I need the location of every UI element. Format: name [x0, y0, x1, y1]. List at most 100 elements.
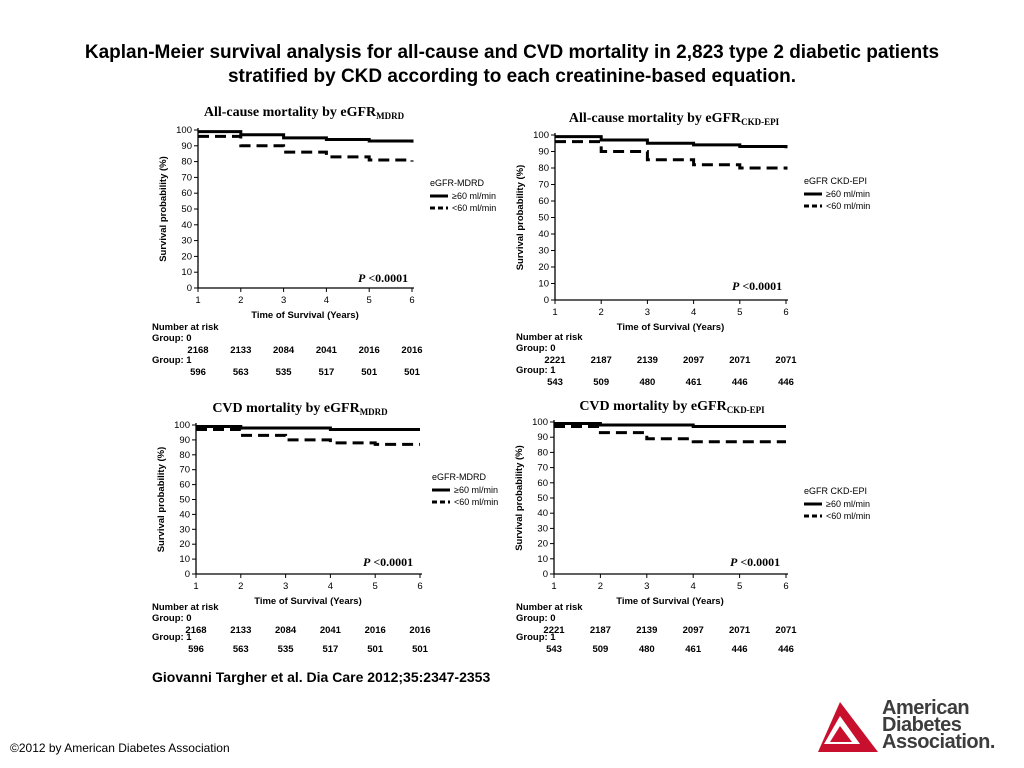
legend-label: <60 ml/min: [452, 203, 496, 213]
y-tick-label: 40: [538, 229, 549, 240]
x-axis-label: Time of Survival (Years): [617, 322, 725, 333]
risk-value: 535: [278, 644, 295, 655]
y-tick-label: 50: [181, 204, 192, 215]
risk-value: 446: [732, 377, 748, 388]
risk-value: 480: [639, 644, 655, 655]
y-tick-label: 40: [181, 220, 192, 231]
risk-table-heading: Number at risk: [516, 602, 583, 613]
slide-title: Kaplan-Meier survival analysis for all-c…: [20, 41, 1004, 89]
risk-value: 501: [367, 644, 384, 655]
risk-value: 2221: [543, 625, 565, 636]
y-tick-label: 30: [537, 523, 548, 534]
risk-value: 446: [778, 377, 794, 388]
y-tick-label: 30: [181, 236, 192, 247]
series-line-ge60: [196, 424, 420, 431]
y-tick-label: 50: [179, 495, 190, 506]
risk-value: 2084: [273, 345, 295, 356]
risk-value: 2016: [409, 625, 430, 636]
risk-value: 543: [547, 377, 563, 388]
x-axis-label: Time of Survival (Years): [616, 596, 724, 607]
y-tick-label: 50: [538, 213, 549, 224]
series-line-ge60: [198, 130, 414, 143]
y-tick-label: 90: [181, 141, 192, 152]
legend-label: ≥60 ml/min: [826, 499, 870, 509]
x-tick-label: 3: [283, 581, 288, 592]
y-tick-label: 10: [537, 554, 548, 565]
risk-value: 2041: [320, 625, 342, 636]
y-tick-label: 20: [179, 539, 190, 550]
risk-value: 501: [361, 367, 378, 378]
risk-group-label: Group: 0: [516, 613, 556, 624]
risk-group-label: Group: 1: [516, 632, 556, 643]
ada-logo: American Diabetes Association.: [818, 697, 1018, 755]
x-tick-label: 1: [552, 307, 557, 318]
y-tick-label: 80: [537, 447, 548, 458]
y-tick-label: 10: [179, 554, 190, 565]
y-tick-label: 100: [533, 130, 549, 141]
y-axis-label: Survival probability (%): [514, 445, 525, 551]
risk-value: 2139: [636, 625, 657, 636]
risk-value: 2187: [591, 355, 612, 366]
x-tick-label: 2: [238, 581, 243, 592]
y-tick-label: 10: [181, 267, 192, 278]
risk-value: 2139: [637, 355, 658, 366]
risk-value: 446: [732, 644, 748, 655]
copyright: ©2012 by American Diabetes Association: [10, 741, 230, 755]
series-line-lt60: [555, 140, 788, 170]
x-tick-label: 2: [598, 581, 603, 592]
series-line-lt60: [554, 425, 786, 444]
risk-group-label: Group: 0: [516, 343, 556, 354]
p-value-annotation: P <0.0001: [732, 279, 782, 293]
x-tick-label: 3: [281, 295, 286, 306]
y-tick-label: 90: [538, 147, 549, 158]
risk-value: 517: [318, 367, 334, 378]
risk-value: 2097: [683, 625, 704, 636]
risk-value: 2133: [230, 625, 251, 636]
risk-value: 543: [546, 644, 562, 655]
risk-value: 509: [593, 377, 609, 388]
risk-value: 2133: [230, 345, 251, 356]
risk-value: 2168: [185, 625, 206, 636]
legend-label: ≥60 ml/min: [452, 191, 496, 201]
y-tick-label: 30: [179, 524, 190, 535]
risk-value: 2097: [683, 355, 704, 366]
x-tick-label: 4: [691, 581, 696, 592]
x-tick-label: 4: [691, 307, 696, 318]
y-tick-label: 80: [181, 157, 192, 168]
series-line-lt60: [196, 427, 420, 446]
risk-value: 480: [639, 377, 655, 388]
y-tick-label: 70: [179, 465, 190, 476]
series-line-lt60: [198, 134, 414, 162]
risk-value: 2041: [316, 345, 338, 356]
risk-value: 2168: [187, 345, 208, 356]
x-tick-label: 2: [599, 307, 604, 318]
legend-label: <60 ml/min: [454, 497, 498, 507]
y-tick-label: 0: [543, 569, 548, 580]
y-axis-label: Survival probability (%): [156, 447, 167, 553]
y-tick-label: 0: [185, 569, 190, 580]
citation: Giovanni Targher et al. Dia Care 2012;35…: [152, 669, 491, 685]
x-tick-label: 5: [737, 307, 742, 318]
risk-value: 461: [686, 377, 703, 388]
risk-value: 2071: [729, 355, 751, 366]
x-tick-label: 6: [783, 307, 788, 318]
x-tick-label: 5: [373, 581, 378, 592]
y-tick-label: 60: [179, 480, 190, 491]
ada-wordmark: American Diabetes Association.: [882, 697, 995, 753]
y-tick-label: 20: [181, 251, 192, 262]
chart-svg-cvd-ckdepi: CVD mortality by eGFRCKD-EPI 0 10 20 30 40 50 6…: [514, 399, 870, 655]
y-tick-label: 100: [532, 417, 548, 428]
y-tick-label: 60: [181, 188, 192, 199]
y-tick-label: 90: [537, 432, 548, 443]
x-axis-label: Time of Survival (Years): [251, 310, 359, 321]
risk-value: 2071: [729, 625, 751, 636]
risk-group-label: Group: 1: [152, 632, 192, 643]
chart-title: All-cause mortality by eGFRCKD-EPI: [569, 111, 780, 127]
y-tick-label: 30: [538, 246, 549, 257]
y-tick-label: 70: [537, 463, 548, 474]
risk-group-label: Group: 1: [152, 355, 192, 366]
chart-panel-allcause-mdrd: All-cause mortality by eGFRMDRD 0 10 20 30 40…: [148, 102, 518, 392]
legend-title: eGFR CKD-EPI: [804, 176, 867, 186]
chart-title: CVD mortality by eGFRMDRD: [212, 401, 388, 417]
chart-panel-cvd-ckdepi: CVD mortality by eGFRCKD-EPI 0 10 20 30 40 50 6…: [512, 396, 882, 661]
